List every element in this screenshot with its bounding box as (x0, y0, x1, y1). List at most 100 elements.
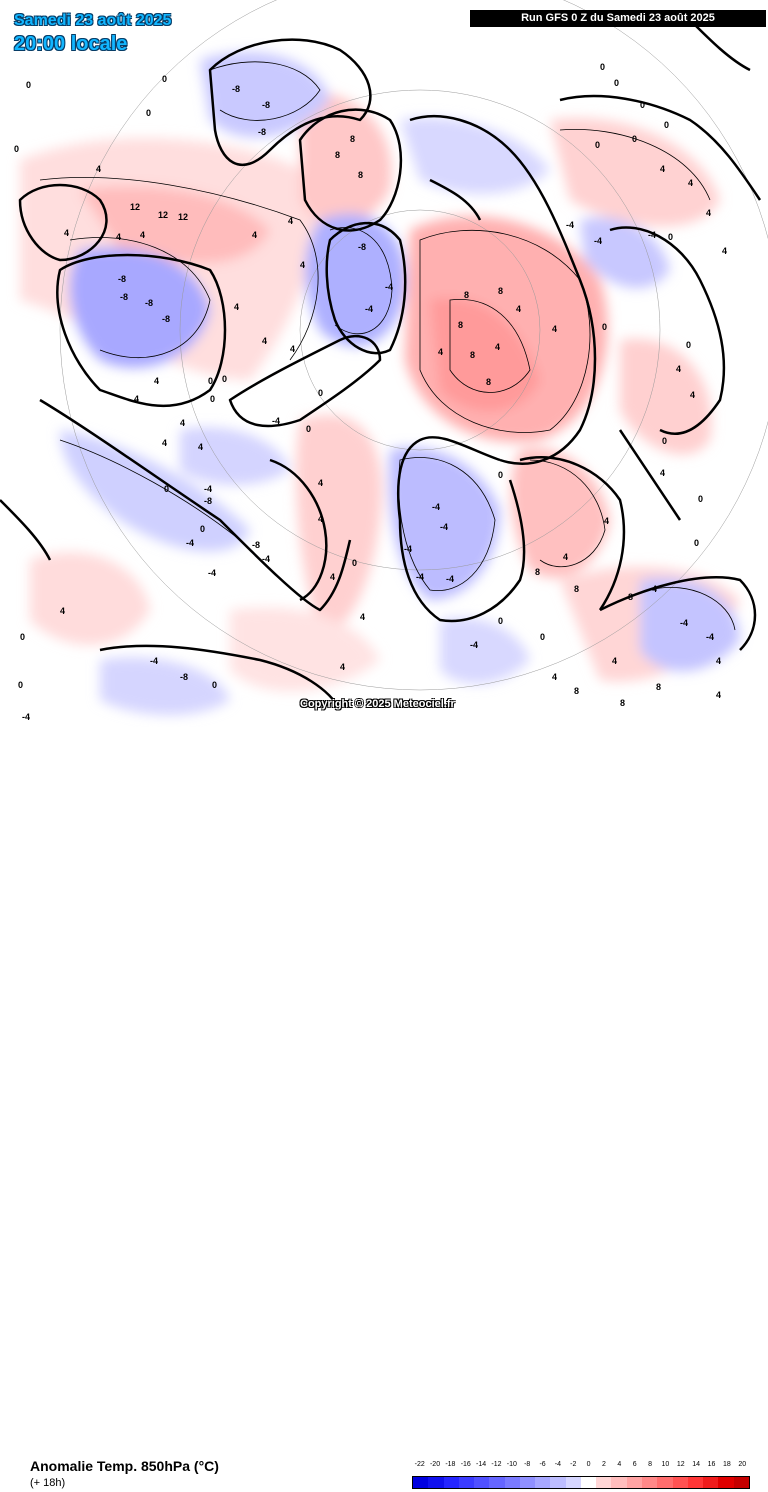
contour-label: 0 (498, 470, 503, 480)
legend-tick: -6 (539, 1461, 546, 1468)
contour-label: 4 (300, 260, 305, 270)
contour-label: 8 (486, 377, 491, 387)
contour-label: 4 (563, 552, 568, 562)
contour-label: 4 (140, 230, 145, 240)
contour-label: 0 (318, 388, 323, 398)
contour-label: 4 (706, 208, 711, 218)
contour-label: -4 (365, 304, 373, 314)
legend-swatch (504, 1477, 520, 1488)
contour-label: 0 (662, 436, 667, 446)
legend-swatch (489, 1477, 505, 1488)
legend-swatch (703, 1477, 719, 1488)
contour-label: 4 (318, 478, 323, 488)
legend-swatch (641, 1477, 658, 1488)
contour-label: 4 (660, 468, 665, 478)
contour-label: 0 (164, 484, 169, 494)
contour-label: 4 (340, 662, 345, 672)
contour-label: 8 (458, 320, 463, 330)
legend-swatch (596, 1477, 612, 1488)
contour-label: 0 (14, 144, 19, 154)
legend-swatch (535, 1477, 551, 1488)
legend-swatch (687, 1477, 704, 1488)
contour-label: 4 (96, 164, 101, 174)
forecast-date: Samedi 23 août 2025 (14, 12, 172, 29)
parameter-title: Anomalie Temp. 850hPa (°C) (30, 1458, 219, 1474)
contour-label: 0 (20, 632, 25, 642)
legend-tick: 10 (661, 1461, 670, 1468)
footer: Anomalie Temp. 850hPa (°C) (+ 18h) -22 -2… (0, 727, 768, 1489)
contour-label: -4 (594, 236, 602, 246)
legend-swatch (550, 1477, 566, 1488)
contour-label: -4 (404, 544, 412, 554)
contour-label: 4 (234, 302, 239, 312)
contour-label: 4 (360, 612, 365, 622)
copyright: Copyright © 2025 Meteociel.fr (300, 698, 455, 710)
contour-label: 4 (162, 438, 167, 448)
contour-lines (39, 61, 736, 631)
contour-label: -8 (162, 314, 170, 324)
contour-label: 0 (212, 680, 217, 690)
contour-label: -8 (204, 496, 212, 506)
contour-label: 0 (614, 78, 619, 88)
contour-label: 4 (290, 344, 295, 354)
color-legend: -22 -20 -18 -16 -14 -12 -10 -8 -6 -4 -2 0 2 4 6 8 10 12 14… (412, 1460, 750, 1492)
contour-label: 4 (252, 230, 257, 240)
contour-label: 4 (180, 418, 185, 428)
contour-label: 4 (688, 178, 693, 188)
contour-label: -8 (232, 84, 240, 94)
contour-label: 4 (612, 656, 617, 666)
contour-label: -8 (120, 292, 128, 302)
contour-label: 0 (146, 108, 151, 118)
contour-label: -4 (470, 640, 478, 650)
contour-label: 4 (288, 216, 293, 226)
contour-label: -8 (180, 672, 188, 682)
contour-label: 4 (495, 342, 500, 352)
contour-label: -4 (706, 632, 714, 642)
contour-label: 0 (640, 100, 645, 110)
legend-swatch (672, 1477, 688, 1488)
contour-label: 4 (516, 304, 521, 314)
contour-label: 8 (350, 134, 355, 144)
contour-label: -8 (358, 242, 366, 252)
contour-label: -4 (432, 502, 440, 512)
contour-label: -4 (385, 282, 393, 292)
contour-label: 4 (198, 442, 203, 452)
contour-label: 12 (158, 210, 168, 220)
contour-label: 4 (716, 690, 721, 700)
contour-label: 8 (574, 686, 579, 696)
contour-label: -4 (186, 538, 194, 548)
legend-tick: 0 (586, 1461, 591, 1468)
contour-label: 0 (602, 322, 607, 332)
run-banner: Run GFS 0 Z du Samedi 23 août 2025 (470, 10, 766, 27)
contour-label: 4 (716, 656, 721, 666)
contour-label: 0 (210, 394, 215, 404)
contour-label: -8 (145, 298, 153, 308)
contour-label: 8 (535, 567, 540, 577)
contour-label: 4 (652, 584, 657, 594)
legend-swatch (458, 1477, 475, 1488)
contour-label: 0 (600, 62, 605, 72)
anomaly-field (20, 52, 740, 715)
contour-label: 4 (134, 394, 139, 404)
contour-label: -4 (204, 484, 212, 494)
legend-tick-labels: -22 -20 -18 -16 -14 -12 -10 -8 -6 -4 -2 0 2 4 6 8 10 12 14… (412, 1460, 750, 1470)
legend-tick: -16 (460, 1461, 471, 1468)
graticule (59, 0, 768, 691)
legend-swatch (626, 1477, 642, 1488)
contour-label: -4 (262, 554, 270, 564)
contour-label: -4 (272, 416, 280, 426)
contour-label: 0 (595, 140, 600, 150)
contour-label: 12 (130, 202, 140, 212)
contour-label: -8 (258, 127, 266, 137)
contour-label: 4 (604, 516, 609, 526)
contour-label: 8 (620, 698, 625, 708)
contour-label: 4 (330, 572, 335, 582)
legend-swatch (718, 1477, 734, 1488)
contour-label: 0 (208, 376, 213, 386)
forecast-time: 20:00 locale (14, 33, 128, 55)
contour-label: -4 (648, 230, 656, 240)
contour-label: -4 (208, 568, 216, 578)
contour-label: 4 (64, 228, 69, 238)
legend-tick: -4 (554, 1461, 562, 1468)
legend-tick: 2 (602, 1461, 606, 1468)
